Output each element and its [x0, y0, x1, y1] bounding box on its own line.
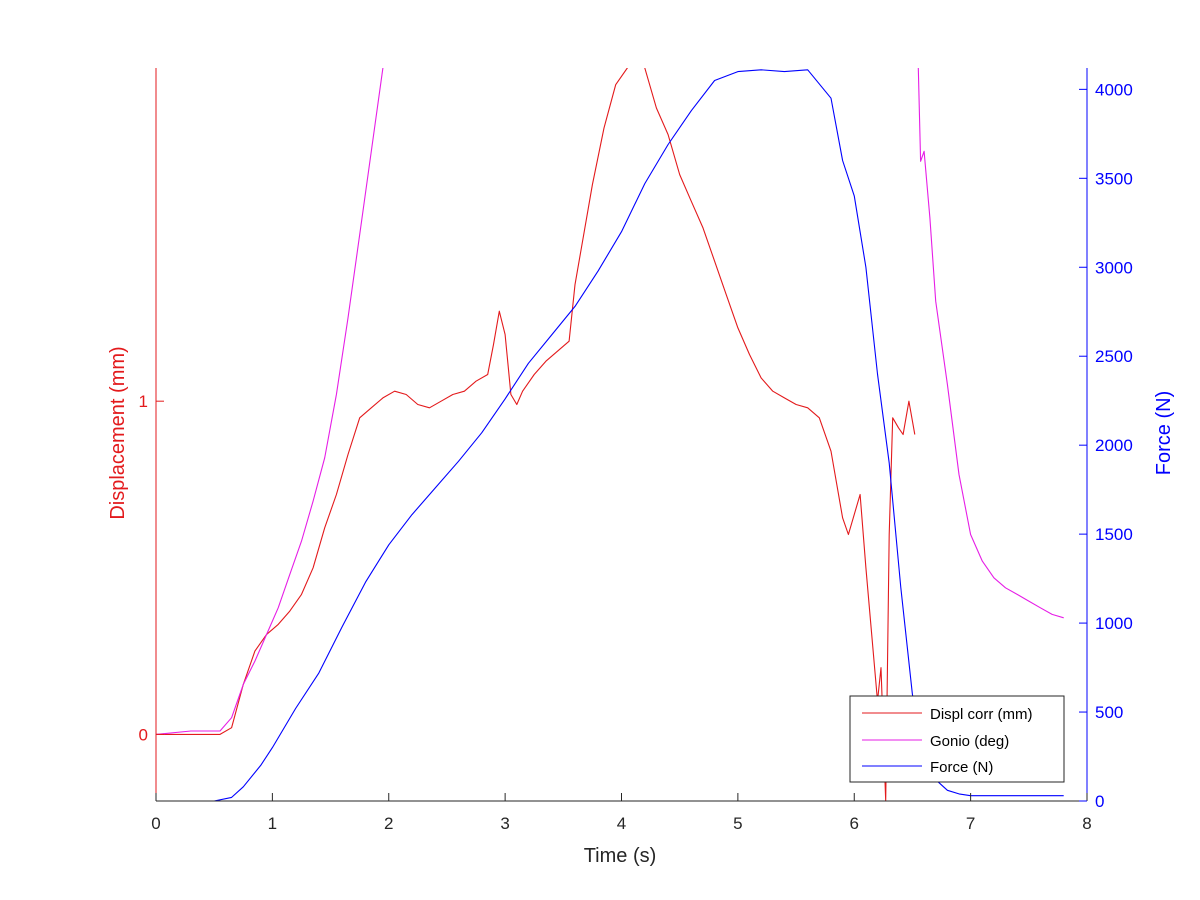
- series-line-gonio: [156, 68, 384, 735]
- y-right-tick-label: 2500: [1095, 347, 1133, 366]
- y-right-tick-label: 500: [1095, 703, 1123, 722]
- x-tick-label: 3: [500, 814, 509, 833]
- y-left-axis-label: Displacement (mm): [107, 346, 129, 519]
- series-line-gonio: [917, 68, 1064, 619]
- legend: Displ corr (mm) Gonio (deg) Force (N): [849, 695, 1065, 783]
- x-tick-label: 1: [268, 814, 277, 833]
- y-right-tick-label: 2000: [1095, 436, 1133, 455]
- legend-box: [849, 695, 1065, 783]
- series-layer: [156, 68, 1064, 801]
- series-line-displ: [156, 68, 916, 801]
- y-right-tick-label: 1000: [1095, 614, 1133, 633]
- y-right-axis-label: Force (N): [1153, 391, 1175, 475]
- x-tick-label: 8: [1082, 814, 1091, 833]
- x-tick-label: 0: [151, 814, 160, 833]
- y-right-tick-label: 0: [1095, 792, 1104, 811]
- x-tick-label: 2: [384, 814, 393, 833]
- x-tick-label: 4: [617, 814, 626, 833]
- x-tick-label: 6: [850, 814, 859, 833]
- legend-label-gonio: Gonio (deg): [930, 733, 1009, 750]
- y-left-tick-label: 0: [139, 725, 148, 744]
- legend-label-displ: Displ corr (mm): [930, 706, 1033, 723]
- y-right-axis-ticks: 0 500 1000 1500 2000 2500 3000 3500 4000: [1079, 80, 1133, 811]
- y-right-tick-label: 3000: [1095, 258, 1133, 277]
- series-group: [156, 68, 1064, 801]
- y-left-axis-ticks: 01: [139, 392, 164, 744]
- y-right-tick-label: 3500: [1095, 169, 1133, 188]
- x-tick-label: 7: [966, 814, 975, 833]
- y-right-tick-label: 1500: [1095, 525, 1133, 544]
- y-left-tick-label: 1: [139, 392, 148, 411]
- legend-label-force: Force (N): [930, 759, 993, 776]
- x-axis-ticks: 0 1 2 3 4 5 6 7 8: [151, 793, 1092, 833]
- y-right-tick-label: 4000: [1095, 80, 1133, 99]
- x-axis-label: Time (s): [584, 845, 657, 867]
- x-tick-label: 5: [733, 814, 742, 833]
